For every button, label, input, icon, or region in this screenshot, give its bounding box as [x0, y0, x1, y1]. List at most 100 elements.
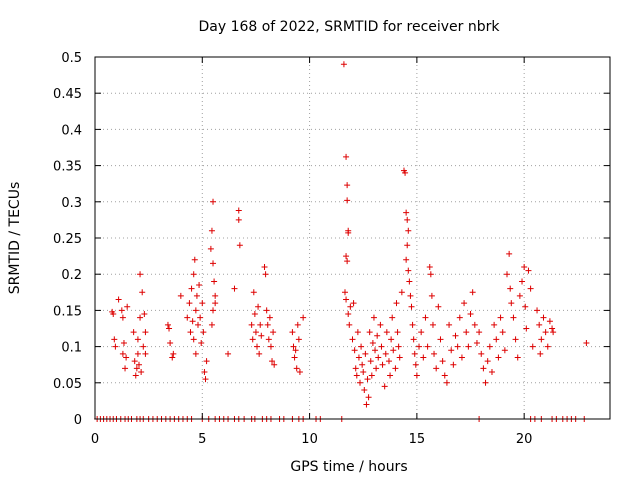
- data-point: [262, 271, 269, 278]
- data-point: [402, 169, 409, 176]
- x-tick-label: 20: [516, 432, 533, 447]
- data-point: [368, 372, 375, 379]
- data-point: [265, 336, 272, 343]
- data-point: [295, 336, 302, 343]
- data-point: [343, 253, 350, 260]
- data-point: [294, 321, 301, 328]
- data-point: [410, 336, 417, 343]
- data-point: [118, 307, 125, 314]
- data-point: [345, 311, 352, 318]
- data-point: [211, 278, 218, 285]
- data-point: [137, 314, 144, 321]
- data-point: [529, 343, 536, 350]
- data-point: [512, 336, 519, 343]
- data-point: [290, 343, 297, 350]
- data-point: [235, 207, 242, 214]
- y-tick-label: 0.5: [61, 51, 82, 66]
- data-point: [396, 354, 403, 361]
- data-point: [293, 365, 300, 372]
- data-point: [231, 285, 238, 292]
- data-point: [411, 350, 418, 357]
- data-point: [404, 216, 411, 223]
- y-tick-label: 0.2: [61, 268, 82, 283]
- data-point: [254, 343, 261, 350]
- data-point: [344, 182, 351, 189]
- data-point: [454, 343, 461, 350]
- data-point: [141, 311, 148, 318]
- data-point: [486, 343, 493, 350]
- data-point: [379, 361, 386, 368]
- data-point: [406, 278, 413, 285]
- data-point: [437, 336, 444, 343]
- data-point: [525, 267, 532, 274]
- data-point: [375, 354, 382, 361]
- data-point: [385, 358, 392, 365]
- data-point: [193, 292, 200, 299]
- data-point: [120, 339, 127, 346]
- data-point: [495, 354, 502, 361]
- data-point: [137, 271, 144, 278]
- data-point: [398, 289, 405, 296]
- data-point: [198, 339, 205, 346]
- data-point: [119, 350, 126, 357]
- data-point: [370, 314, 377, 321]
- data-point: [482, 379, 489, 386]
- data-point: [452, 332, 459, 339]
- data-point: [506, 250, 513, 257]
- data-point: [359, 361, 366, 368]
- data-point: [413, 372, 420, 379]
- data-point: [488, 368, 495, 375]
- data-point: [207, 245, 214, 252]
- data-point: [461, 300, 468, 307]
- data-point: [463, 329, 470, 336]
- y-tick-label: 0.4: [61, 123, 82, 138]
- data-point: [374, 332, 381, 339]
- data-point: [521, 263, 528, 270]
- data-point: [344, 197, 351, 204]
- data-point: [473, 339, 480, 346]
- data-point: [140, 343, 147, 350]
- data-point: [203, 358, 210, 365]
- data-point: [458, 354, 465, 361]
- data-point: [350, 300, 357, 307]
- data-point: [407, 292, 414, 299]
- data-point: [446, 321, 453, 328]
- data-point: [210, 198, 217, 205]
- data-point: [542, 329, 549, 336]
- data-point: [210, 260, 217, 267]
- data-point: [343, 153, 350, 160]
- data-point: [343, 296, 350, 303]
- data-point: [111, 336, 118, 343]
- data-point: [166, 325, 173, 332]
- data-point: [252, 329, 259, 336]
- data-point: [201, 368, 208, 375]
- data-point: [388, 336, 395, 343]
- data-point: [119, 314, 126, 321]
- data-point: [138, 368, 145, 375]
- data-point: [208, 321, 215, 328]
- data-point: [352, 365, 359, 372]
- data-point: [210, 307, 217, 314]
- data-point: [170, 350, 177, 357]
- data-point: [184, 314, 191, 321]
- data-point: [360, 368, 367, 375]
- data-point: [289, 329, 296, 336]
- data-point: [250, 289, 257, 296]
- data-point: [497, 314, 504, 321]
- data-point: [186, 300, 193, 307]
- data-point: [443, 379, 450, 386]
- data-point: [519, 278, 526, 285]
- data-point: [112, 343, 119, 350]
- data-point: [208, 227, 215, 234]
- y-tick-label: 0.05: [53, 377, 82, 392]
- data-point: [355, 354, 362, 361]
- data-point: [540, 314, 547, 321]
- data-point: [422, 314, 429, 321]
- data-point: [448, 347, 455, 354]
- data-point: [110, 311, 117, 318]
- data-point: [349, 336, 356, 343]
- data-point: [362, 350, 369, 357]
- data-point: [361, 387, 368, 394]
- data-point: [202, 376, 209, 383]
- data-point: [480, 365, 487, 372]
